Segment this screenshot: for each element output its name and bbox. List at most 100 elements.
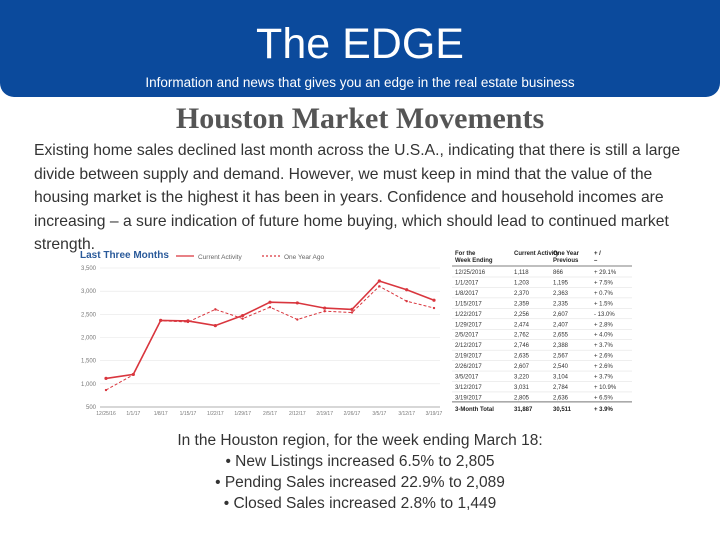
x-tick-label: 2/26/17: [344, 411, 361, 417]
y-tick-label: 2,000: [81, 336, 97, 342]
table-cell: 2,474: [514, 322, 530, 328]
data-point: [159, 319, 162, 322]
table-cell: 2,746: [514, 343, 530, 349]
table-total-cell: 31,887: [514, 407, 533, 413]
table-cell: 2,256: [514, 312, 530, 318]
table-cell: 1/8/2017: [455, 291, 479, 297]
table-cell: 3,104: [553, 375, 569, 381]
y-tick-label: 1,000: [81, 382, 97, 388]
x-tick-label: 1/22/17: [207, 411, 224, 417]
table-cell: + 1.5%: [594, 301, 614, 307]
data-point: [432, 306, 436, 310]
summary-intro: In the Houston region, for the week endi…: [177, 432, 543, 449]
table-total-cell: 30,511: [553, 407, 572, 413]
y-tick-label: 500: [86, 405, 97, 411]
table-total-cell: + 3.9%: [594, 407, 614, 413]
banner-subtitle: Information and news that gives you an e…: [145, 75, 575, 90]
table-cell: 2,607: [514, 364, 530, 370]
x-tick-label: 1/1/17: [126, 411, 140, 417]
y-tick-label: 3,500: [81, 266, 97, 272]
data-point: [378, 285, 381, 288]
table-cell: 2,370: [514, 291, 530, 297]
table-cell: 1,118: [514, 270, 529, 276]
table-cell: 2,407: [553, 322, 569, 328]
table-cell: 2,784: [553, 385, 569, 391]
table-cell: + 3.7%: [594, 343, 614, 349]
table-cell: + 7.5%: [594, 280, 614, 286]
table-cell: 866: [553, 270, 564, 276]
legend-label: One Year Ago: [284, 254, 325, 261]
table-cell: 1/1/2017: [455, 280, 479, 286]
table-cell: 1/22/2017: [455, 312, 482, 318]
table-cell: 2/5/2017: [455, 333, 479, 339]
table-cell: 2/19/2017: [455, 354, 482, 360]
table-cell: 2,359: [514, 301, 530, 307]
table-cell: + 4.0%: [594, 333, 614, 339]
table-header: One Year Previous: [553, 251, 580, 264]
table-cell: 2,388: [553, 343, 569, 349]
x-tick-label: 12/25/16: [96, 411, 116, 417]
table-cell: 2/12/2017: [455, 343, 482, 349]
table-cell: + 29.1%: [594, 270, 617, 276]
summary-bullet: • New Listings increased 6.5% to 2,805: [225, 453, 495, 470]
table-cell: 1,203: [514, 280, 530, 286]
table-cell: - 13.0%: [594, 312, 615, 318]
table-cell: 2,567: [553, 354, 569, 360]
x-tick-label: 1/8/17: [154, 411, 168, 417]
data-point: [268, 300, 272, 304]
x-tick-label: 3/19/17: [426, 411, 443, 417]
table-cell: + 2.6%: [594, 364, 614, 370]
data-point: [295, 301, 299, 305]
table-cell: + 2.8%: [594, 322, 614, 328]
table-cell: 2,607: [553, 312, 569, 318]
data-point: [323, 306, 327, 310]
table-cell: 2,335: [553, 301, 569, 307]
chart-title: Last Three Months: [80, 250, 169, 261]
x-tick-label: 2/5/17: [263, 411, 277, 417]
table-cell: 1,195: [553, 280, 569, 286]
data-point: [268, 305, 272, 309]
table-cell: 2,762: [514, 333, 530, 339]
table-cell: + 3.7%: [594, 375, 614, 381]
table-cell: 1/15/2017: [455, 301, 482, 307]
summary-block: In the Houston region, for the week endi…: [0, 430, 720, 514]
x-tick-label: 1/29/17: [234, 411, 251, 417]
data-point: [432, 298, 436, 302]
summary-bullet: • Closed Sales increased 2.8% to 1,449: [223, 495, 497, 512]
data-point: [213, 324, 217, 328]
data-point: [323, 310, 326, 313]
data-point: [132, 373, 135, 376]
table-cell: 3,220: [514, 375, 530, 381]
table-cell: 3/12/2017: [455, 385, 482, 391]
page-heading: Houston Market Movements: [175, 102, 545, 135]
data-point: [296, 318, 299, 321]
body-paragraph: Existing home sales declined last month …: [34, 142, 681, 253]
data-point: [405, 299, 408, 303]
data-point: [405, 288, 409, 292]
table-cell: 2/26/2017: [455, 364, 482, 370]
table-cell: 3/5/2017: [455, 375, 479, 381]
y-tick-label: 3,000: [81, 289, 97, 295]
table-cell: + 10.9%: [594, 385, 617, 391]
banner-title: The EDGE: [256, 20, 464, 68]
table-cell: 2,540: [553, 364, 569, 370]
table-cell: + 6.5%: [594, 395, 614, 401]
data-point: [350, 307, 354, 311]
table-cell: 2,635: [514, 354, 530, 360]
table-cell: + 0.7%: [594, 291, 614, 297]
series-line: [105, 280, 435, 380]
data-point: [104, 376, 108, 380]
y-tick-label: 2,500: [81, 312, 97, 318]
table-cell: 2,655: [553, 333, 569, 339]
table-cell: 12/25/2016: [455, 270, 486, 276]
data-point: [241, 313, 245, 318]
table-cell: 1/29/2017: [455, 322, 482, 328]
data-point: [241, 317, 244, 320]
summary-bullet: • Pending Sales increased 22.9% to 2,089: [215, 474, 505, 491]
data-point: [377, 279, 381, 283]
table-header: Current Activity: [514, 251, 559, 257]
x-tick-label: 3/12/17: [398, 411, 415, 417]
header-banner: The EDGE Information and news that gives…: [0, 0, 720, 97]
data-point: [350, 311, 354, 314]
